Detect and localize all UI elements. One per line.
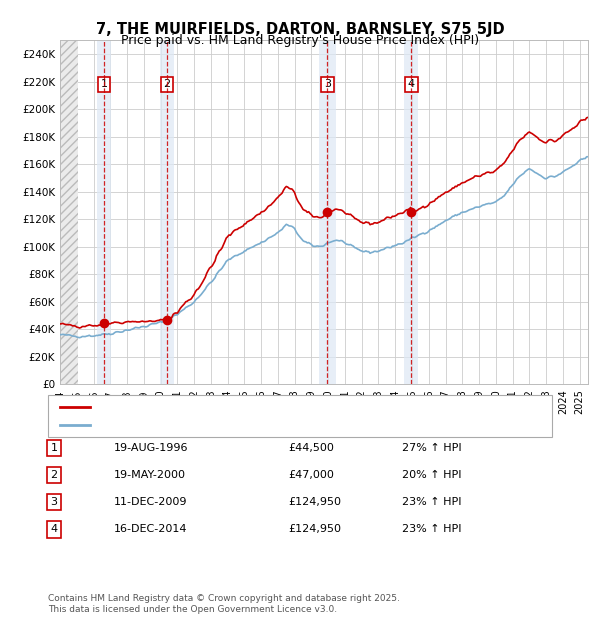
Text: 23% ↑ HPI: 23% ↑ HPI — [402, 525, 461, 534]
Bar — [404, 40, 418, 384]
Text: 4: 4 — [50, 525, 58, 534]
Text: 19-MAY-2000: 19-MAY-2000 — [114, 470, 186, 480]
Bar — [319, 40, 336, 384]
Text: £124,950: £124,950 — [288, 525, 341, 534]
Text: 11-DEC-2009: 11-DEC-2009 — [114, 497, 187, 507]
Text: 2: 2 — [50, 470, 58, 480]
Text: 3: 3 — [324, 79, 331, 89]
Text: 7, THE MUIRFIELDS, DARTON, BARNSLEY, S75 5JD: 7, THE MUIRFIELDS, DARTON, BARNSLEY, S75… — [95, 22, 505, 37]
Text: HPI: Average price, semi-detached house, Barnsley: HPI: Average price, semi-detached house,… — [96, 420, 363, 430]
Text: 19-AUG-1996: 19-AUG-1996 — [114, 443, 188, 453]
Text: £47,000: £47,000 — [288, 470, 334, 480]
Text: 20% ↑ HPI: 20% ↑ HPI — [402, 470, 461, 480]
Text: £124,950: £124,950 — [288, 497, 341, 507]
Text: 16-DEC-2014: 16-DEC-2014 — [114, 525, 187, 534]
Text: 1: 1 — [101, 79, 107, 89]
Text: Price paid vs. HM Land Registry's House Price Index (HPI): Price paid vs. HM Land Registry's House … — [121, 34, 479, 47]
Text: 4: 4 — [408, 79, 415, 89]
Text: £44,500: £44,500 — [288, 443, 334, 453]
Text: 7, THE MUIRFIELDS, DARTON, BARNSLEY, S75 5JD (semi-detached house): 7, THE MUIRFIELDS, DARTON, BARNSLEY, S75… — [96, 402, 478, 412]
Text: 27% ↑ HPI: 27% ↑ HPI — [402, 443, 461, 453]
Text: 3: 3 — [50, 497, 58, 507]
Text: 23% ↑ HPI: 23% ↑ HPI — [402, 497, 461, 507]
Bar — [97, 40, 111, 384]
Bar — [160, 40, 174, 384]
Text: 1: 1 — [50, 443, 58, 453]
Bar — [60, 40, 77, 384]
Text: Contains HM Land Registry data © Crown copyright and database right 2025.
This d: Contains HM Land Registry data © Crown c… — [48, 595, 400, 614]
Text: 2: 2 — [163, 79, 170, 89]
